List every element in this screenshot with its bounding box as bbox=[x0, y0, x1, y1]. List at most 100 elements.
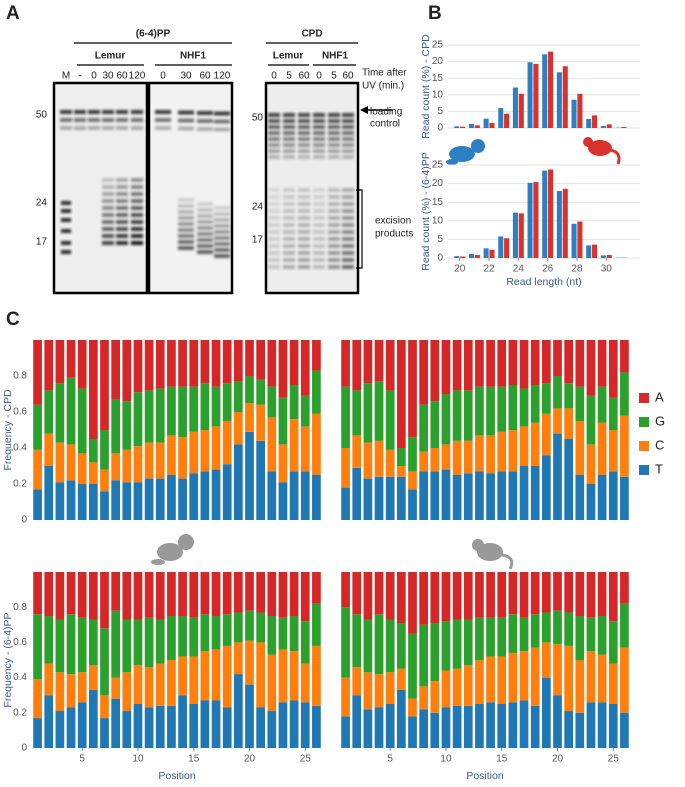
bar-segment bbox=[497, 340, 507, 387]
bar-segment bbox=[385, 704, 395, 748]
bar-segment bbox=[608, 471, 618, 520]
bar bbox=[454, 126, 460, 128]
bar-segment bbox=[408, 437, 417, 472]
bar-segment bbox=[497, 471, 507, 520]
bar-segment bbox=[463, 572, 473, 620]
bar-segment bbox=[44, 466, 54, 520]
bar-segment bbox=[620, 372, 629, 416]
x-tick-label: 26 bbox=[542, 264, 554, 275]
bar-segment bbox=[122, 572, 132, 620]
bar-segment bbox=[312, 413, 321, 475]
gel-band bbox=[74, 118, 86, 122]
bar-segment bbox=[597, 572, 607, 616]
bar-segment bbox=[452, 668, 462, 706]
bar-segment bbox=[267, 654, 277, 712]
bar-segment bbox=[385, 340, 395, 391]
bar-segment bbox=[620, 415, 629, 477]
bar-segment bbox=[233, 674, 243, 748]
bar-segment bbox=[233, 381, 243, 412]
lane-label: 120 bbox=[214, 71, 231, 82]
bar-segment bbox=[508, 430, 518, 472]
bar-segment bbox=[463, 665, 473, 706]
x-tick-label: 15 bbox=[188, 754, 200, 765]
bar-segment bbox=[408, 633, 417, 699]
bar bbox=[577, 93, 583, 128]
bar-segment bbox=[211, 426, 221, 470]
gel-band bbox=[313, 202, 325, 206]
gel-band bbox=[102, 178, 114, 182]
bar-segment bbox=[408, 572, 417, 634]
gel-band bbox=[102, 126, 114, 130]
bar-segment bbox=[200, 614, 210, 652]
bar-segment bbox=[278, 340, 288, 398]
gel-band bbox=[268, 188, 280, 192]
bar-segment bbox=[385, 476, 395, 520]
gel-band bbox=[342, 131, 354, 135]
lane-label: 0 bbox=[160, 71, 166, 82]
bar-segment bbox=[486, 572, 495, 618]
bar-segment bbox=[300, 340, 310, 396]
bar-segment bbox=[100, 572, 109, 629]
bar-segment bbox=[553, 340, 562, 376]
bar bbox=[454, 256, 460, 258]
bar-segment bbox=[519, 617, 529, 652]
lane-label: 60 bbox=[298, 71, 310, 82]
gel-title: (6-4)PP bbox=[136, 29, 171, 40]
bar-segment bbox=[66, 572, 76, 615]
bar-segment bbox=[133, 704, 143, 748]
gel-band bbox=[283, 119, 295, 123]
bar-segment bbox=[530, 647, 540, 706]
y-tick-label: 0.4 bbox=[13, 672, 27, 683]
bar-segment bbox=[44, 433, 54, 466]
gel-band bbox=[214, 236, 230, 240]
bar-segment bbox=[396, 466, 406, 477]
gel-band bbox=[268, 119, 280, 123]
bar-segment bbox=[44, 663, 54, 696]
bar-segment bbox=[189, 386, 199, 432]
bar-segment bbox=[463, 440, 473, 474]
y-tick-label: 15 bbox=[432, 197, 444, 208]
gel-band bbox=[268, 137, 280, 141]
bar-segment bbox=[144, 390, 154, 443]
bar-segment bbox=[77, 617, 87, 673]
bar-segment bbox=[408, 489, 417, 520]
bar-segment bbox=[55, 619, 65, 673]
gel-band bbox=[131, 178, 143, 182]
gel-band bbox=[88, 118, 100, 122]
gel-band bbox=[283, 223, 295, 227]
bar-segment bbox=[419, 404, 429, 452]
y-tick-label: 0.6 bbox=[13, 637, 27, 648]
bar-segment bbox=[267, 417, 277, 472]
x-axis-title: Position bbox=[158, 770, 196, 782]
group-label: NHF1 bbox=[180, 51, 207, 62]
bar-segment bbox=[88, 572, 98, 620]
annotation: control bbox=[370, 119, 400, 130]
bar bbox=[518, 93, 524, 128]
gel-band bbox=[268, 265, 280, 269]
gel-band bbox=[328, 244, 340, 248]
bar-segment bbox=[122, 449, 132, 483]
bar-segment bbox=[200, 700, 210, 748]
y-tick-label: 20 bbox=[432, 56, 444, 67]
bar-segment bbox=[519, 340, 529, 389]
bar-segment bbox=[144, 572, 154, 618]
bar-segment bbox=[463, 390, 473, 441]
y-axis-title: Read count (%) - CPD bbox=[420, 34, 432, 139]
bar-segment bbox=[452, 390, 462, 441]
bar-segment bbox=[620, 572, 629, 604]
y-tick-label: 5 bbox=[437, 106, 443, 117]
bar-segment bbox=[374, 476, 384, 520]
bar-segment bbox=[341, 487, 350, 520]
bar-segment bbox=[256, 572, 266, 613]
bar-segment bbox=[167, 340, 176, 387]
bar-segment bbox=[44, 695, 54, 748]
bar bbox=[489, 249, 495, 258]
bar bbox=[512, 212, 518, 258]
gel-band bbox=[214, 230, 230, 234]
group-label: NHF1 bbox=[322, 51, 349, 62]
gel-band bbox=[74, 110, 86, 114]
gel-band bbox=[268, 258, 280, 262]
gel-band bbox=[298, 188, 310, 192]
bar bbox=[571, 99, 577, 128]
bar-segment bbox=[44, 572, 54, 616]
